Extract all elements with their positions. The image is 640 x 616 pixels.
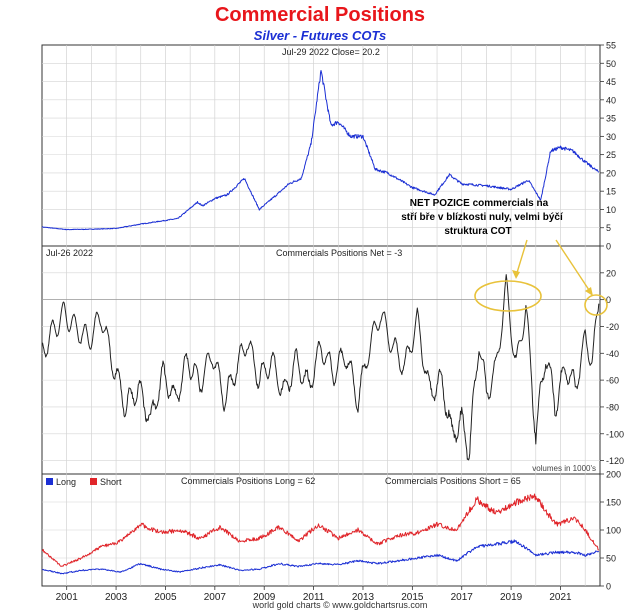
callout-arrow-2-head [585,287,593,296]
x-tick-label: 2011 [303,592,325,603]
y-tick-label: 55 [606,41,616,51]
panel-frame-2 [41,245,601,475]
y-tick-label: -40 [606,349,619,359]
price-header: Jul-29 2022 Close= 20.2 [282,47,380,57]
y-tick-label: 150 [606,498,621,508]
ticks: 0510152025303540455055200-20-40-60-80-10… [56,41,624,604]
volume-note: volumes in 1000's [532,464,596,473]
chart-title: Commercial Positions [214,4,426,26]
callout-arrow-2 [555,239,592,294]
y-tick-label: 35 [606,114,616,124]
annotation-group: NET POZICE commercials na stří bře v blí… [401,198,608,316]
x-tick-label: 2021 [549,592,572,603]
y-tick-label: 45 [606,77,616,87]
footer-credit: world gold charts © www.goldchartsrus.co… [252,600,428,610]
plots [41,70,600,575]
legend-label-long: Long [56,477,76,487]
x-tick-label: 2019 [500,592,523,603]
x-tick-label: 2007 [204,592,227,603]
callout-arrow-1 [515,239,528,277]
y-tick-label: 0 [606,582,611,592]
y-tick-label: 0 [606,242,611,252]
y-tick-label: 20 [606,168,616,178]
labels: Jul-29 2022 Close= 20.2 Jul-26 2022 Commer… [46,47,596,487]
y-tick-label: -120 [606,456,624,466]
y-tick-label: -100 [606,429,624,439]
panel-frame-1 [41,44,601,247]
net-header-date: Jul-26 2022 [46,248,93,258]
x-tick-label: 2005 [154,592,177,603]
x-tick-label: 2009 [253,592,276,603]
x-tick-label: 2013 [352,592,375,603]
legend-label-short: Short [100,477,122,487]
series-line-long [41,539,600,575]
callout-arrow-1-head [512,270,520,279]
y-tick-label: 25 [606,150,616,160]
gridlines [42,45,600,586]
x-tick-label: 2017 [451,592,474,603]
y-tick-label: -20 [606,322,619,332]
y-tick-label: 200 [606,470,621,480]
highlight-circle-2018 [474,280,542,312]
legend-swatch-short [90,478,97,485]
y-tick-label: 40 [606,95,616,105]
y-tick-label: 30 [606,132,616,142]
x-tick-label: 2015 [401,592,424,603]
y-tick-label: -60 [606,376,619,386]
y-tick-label: -80 [606,402,619,412]
y-tick-label: 0 [606,295,611,305]
short-header: Commercials Positions Short = 65 [385,476,521,486]
y-tick-label: 15 [606,187,616,197]
y-tick-label: 20 [606,268,616,278]
callout-line-1: NET POZICE commercials na [410,198,549,209]
net-header-value: Commercials Positions Net = -3 [276,248,402,258]
chart-subtitle: Silver - Futures COTs [253,28,387,43]
y-tick-label: 50 [606,554,616,564]
series-line-net [41,274,600,461]
highlight-circle-2022 [584,294,608,316]
y-tick-label: 10 [606,205,616,215]
callout-line-3: struktura COT [444,226,511,237]
y-tick-label: 100 [606,526,621,536]
x-tick-label: 2001 [56,592,79,603]
y-tick-label: 50 [606,59,616,69]
series-line-price [41,70,600,231]
legend-swatch-long [46,478,53,485]
series-line-short [41,493,600,567]
y-tick-label: 5 [606,223,611,233]
long-header: Commercials Positions Long = 62 [181,476,315,486]
x-tick-label: 2003 [105,592,128,603]
callout-line-2: stří bře v blízkosti nuly, velmi býčí [401,212,564,223]
